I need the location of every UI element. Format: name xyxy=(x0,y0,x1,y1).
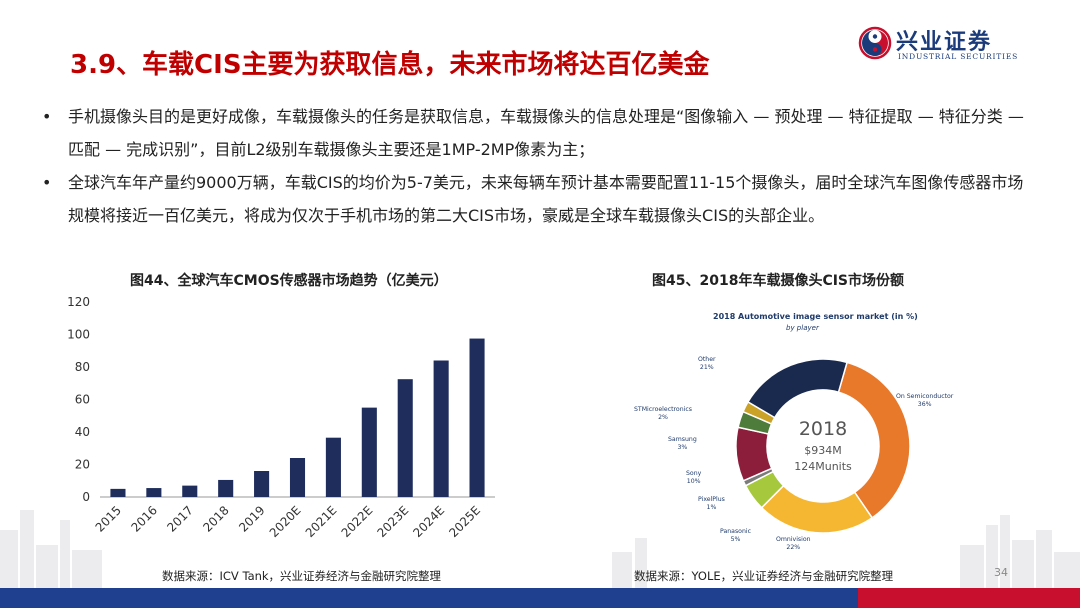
slice-label-pixelplus: PixelPlus 1% xyxy=(698,496,725,511)
bar xyxy=(325,437,341,497)
bar xyxy=(397,379,413,497)
city-skyline-watermark xyxy=(0,510,1080,590)
logo-mark-icon xyxy=(858,26,892,60)
cis-share-donut-chart: 2018 Automotive image sensor market (in … xyxy=(628,306,968,568)
figure44-source: 数据来源：ICV Tank，兴业证券经济与金融研究院整理 xyxy=(162,569,442,583)
x-tick-label: 2023E xyxy=(374,503,411,540)
donut-slice xyxy=(760,484,874,534)
x-tick-label: 2019 xyxy=(236,503,267,534)
bullet-text: 手机摄像头目的是更好成像，车载摄像头的任务是获取信息，车载摄像头的信息处理是“图… xyxy=(68,107,1024,159)
donut-inner-title: 2018 Automotive image sensor market (in … xyxy=(713,312,918,321)
donut-plot xyxy=(735,358,911,534)
x-tick-label: 2024E xyxy=(410,503,447,540)
x-tick-label: 2022E xyxy=(339,503,376,540)
donut-slice xyxy=(746,358,848,419)
figure45-title: 图45、2018年车载摄像头CIS市场份额 xyxy=(652,273,905,289)
donut-slice xyxy=(837,361,911,519)
footer-band-blue xyxy=(0,588,858,608)
y-tick-label: 100 xyxy=(67,328,90,342)
slice-label-samsung: Samsung 3% xyxy=(668,436,697,451)
footer-band-red xyxy=(858,588,1080,608)
bullet-list: • 手机摄像头目的是更好成像，车载摄像头的任务是获取信息，车载摄像头的信息处理是… xyxy=(42,100,1032,232)
bullet-item: • 手机摄像头目的是更好成像，车载摄像头的任务是获取信息，车载摄像头的信息处理是… xyxy=(42,100,1032,166)
x-tick-label: 2021E xyxy=(303,503,340,540)
slice-label-panasonic: Panasonic 5% xyxy=(720,528,752,543)
y-tick-label: 80 xyxy=(75,360,90,374)
bar xyxy=(469,338,485,497)
bar xyxy=(218,479,234,497)
donut-center-year: 2018 xyxy=(798,418,848,440)
y-tick-label: 60 xyxy=(75,393,90,407)
logo-english-name: INDUSTRIAL SECURITIES xyxy=(898,52,1019,61)
bar xyxy=(110,488,126,497)
figure45-source: 数据来源：YOLE，兴业证券经济与金融研究院整理 xyxy=(634,569,894,583)
bar xyxy=(433,360,449,497)
donut-inner-subtitle: by player xyxy=(786,324,819,332)
logo-chinese-name: 兴业证券 xyxy=(896,30,993,55)
x-tick-label: 2020E xyxy=(267,503,304,540)
bullet-text: 全球汽车年产量约9000万辆，车载CIS的均价为5-7美元，未来每辆车预计基本需… xyxy=(68,173,1024,225)
y-tick-label: 120 xyxy=(67,295,90,309)
donut-center-value: $934M xyxy=(804,444,842,457)
x-tick-label: 2025E xyxy=(446,503,483,540)
bar xyxy=(146,488,162,497)
slice-label-onsemi: On Semiconductor 36% xyxy=(896,393,954,408)
bullet-marker: • xyxy=(42,107,52,126)
slice-label-omnivision: Omnivision 22% xyxy=(776,536,811,551)
slice-label-stmicro: STMicroelectronics 2% xyxy=(634,406,692,421)
cmos-market-bar-chart: 0 20 40 60 80 100 120 2015 2016 2017 2018 2019 2020E… xyxy=(67,295,495,540)
bar xyxy=(289,458,306,497)
page-title: 3.9、车载CIS主要为获取信息，未来市场将达百亿美金 xyxy=(70,50,710,80)
figure44-title: 图44、全球汽车CMOS传感器市场趋势（亿美元） xyxy=(130,273,448,289)
slice-label-sony: Sony 10% xyxy=(686,470,702,485)
donut-center-units: 124Munits xyxy=(794,460,852,473)
bullet-marker: • xyxy=(42,173,52,192)
bar xyxy=(182,485,198,497)
bullet-item: • 全球汽车年产量约9000万辆，车载CIS的均价为5-7美元，未来每辆车预计基… xyxy=(42,166,1032,232)
page-number: 34 xyxy=(994,566,1008,579)
slice-label-other: Other 21% xyxy=(698,356,716,371)
y-tick-label: 40 xyxy=(75,425,90,439)
y-tick-label: 0 xyxy=(82,490,90,504)
x-tick-label: 2015 xyxy=(93,503,124,534)
bar xyxy=(254,471,270,497)
company-logo: 兴业证券 INDUSTRIAL SECURITIES xyxy=(858,24,1068,68)
x-tick-label: 2018 xyxy=(200,503,231,534)
x-tick-label: 2016 xyxy=(128,503,159,534)
y-tick-label: 20 xyxy=(75,458,90,472)
bar xyxy=(361,407,377,497)
x-tick-label: 2017 xyxy=(164,503,195,534)
